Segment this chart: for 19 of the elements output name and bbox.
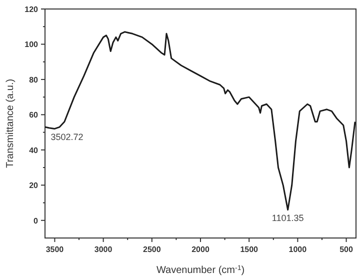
x-tick-label: 3500 bbox=[46, 245, 64, 254]
annotation: 3502.72 bbox=[50, 132, 84, 142]
x-tick-label: 3000 bbox=[94, 245, 113, 254]
y-axis-title: Transmittance (a.u.) bbox=[5, 78, 16, 168]
annotation: 1101.35 bbox=[272, 212, 304, 223]
x-tick-label: 1500 bbox=[240, 245, 259, 254]
x-tick-label: 2000 bbox=[192, 245, 210, 254]
y-tick-label: 20 bbox=[29, 181, 39, 190]
line-series bbox=[44, 31, 356, 211]
x-tick-label: 1000 bbox=[288, 245, 308, 254]
y-tick-label: 40 bbox=[29, 146, 39, 155]
x-tick-label: 2500 bbox=[143, 245, 162, 254]
x-axis-title: Wavenumber (cm$^{-1}$) bbox=[156, 264, 245, 276]
y-tick-label: 80 bbox=[29, 75, 39, 84]
y-tick-label: 100 bbox=[24, 40, 39, 50]
y-tick-label: 60 bbox=[29, 110, 39, 120]
x-tick-label: 500 bbox=[340, 245, 354, 254]
y-tick-label: 120 bbox=[24, 5, 39, 14]
y-tick-label: 0 bbox=[34, 216, 39, 226]
